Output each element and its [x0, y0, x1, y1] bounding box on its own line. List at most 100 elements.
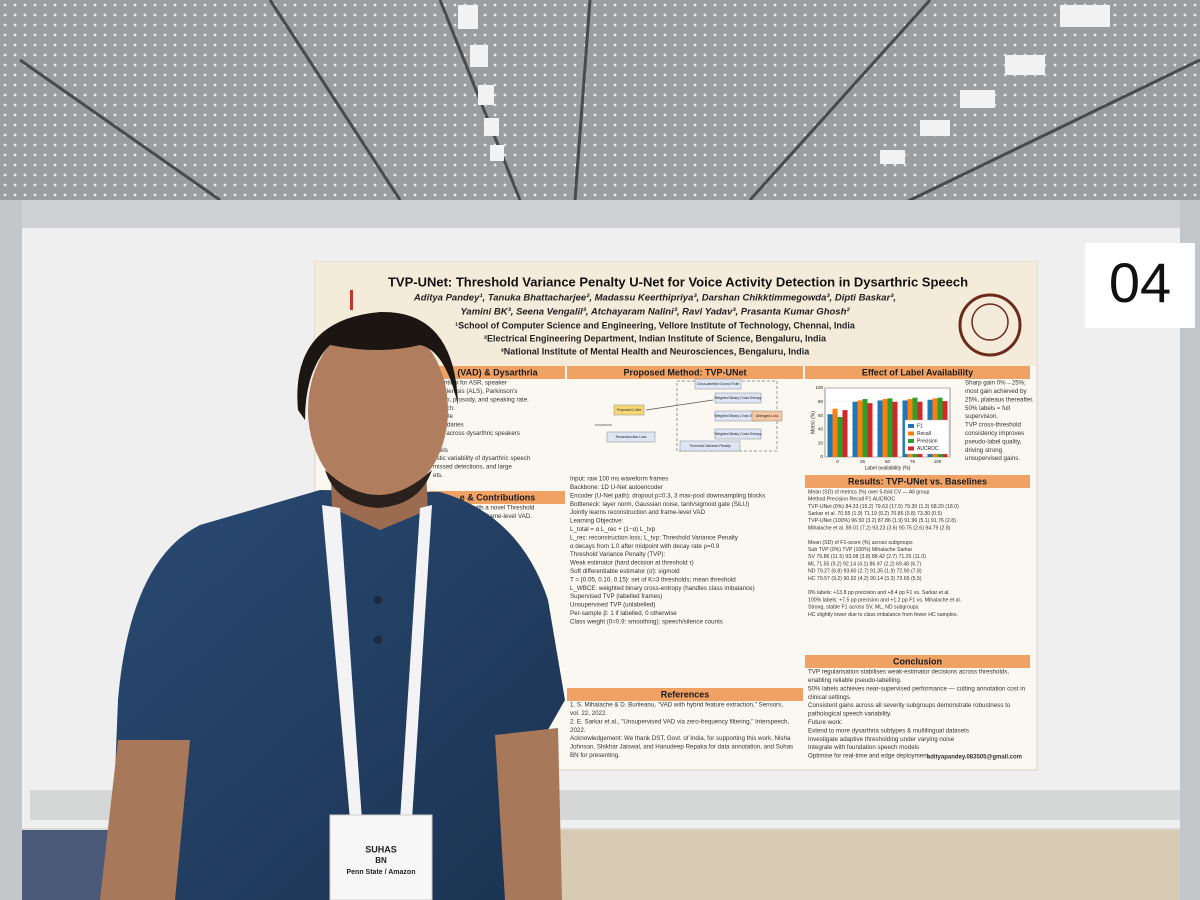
section-header-bar: [430, 366, 565, 379]
x-tick-label: 0: [836, 459, 839, 464]
section-line: L_rec: reconstruction loss; L_tvp: Thres…: [570, 534, 739, 541]
section-heading: e & Contributions: [460, 492, 536, 502]
ceiling-lights: [458, 5, 1110, 164]
section-line: 1. S. Mihalache & D. Burileanu, "VAD wit…: [570, 702, 783, 709]
badge-name: SUHAS: [365, 844, 397, 854]
section-line: SV 79.86 (11.5) 93.08 (3.8) 88.42 (2.7) …: [808, 554, 926, 560]
poster-title: TVP-UNet: Threshold Variance Penalty U-N…: [388, 274, 968, 289]
section-line: Input: raw 100 ms waveform frames: [570, 476, 668, 483]
legend-swatch: [908, 431, 914, 436]
section-line: TVP-UNet (100%) 96.50 (3.2) 87.86 (1.9) …: [808, 518, 956, 524]
diagram-label: Reconstruction Loss: [616, 435, 647, 439]
section-line: TVP cross-threshold: [965, 422, 1021, 429]
hair: [297, 311, 458, 420]
affiliation: ³National Institute of Mental Health and…: [501, 346, 811, 356]
section-header-bar: [567, 366, 803, 379]
section-line: pseudo-label quality,: [965, 438, 1022, 445]
badge-org: Penn State / Amazon: [347, 869, 416, 876]
presenter: SUHAS BN Penn State / Amazon: [100, 311, 565, 900]
diagram-box: [714, 428, 762, 440]
section-line: missed detections, and large: [433, 464, 512, 471]
diagram-label: Weighted Binary Cross Entropy: [714, 432, 762, 436]
section-line: Sarkar et al. 70.55 (1.9) 71.19 (0.2) 70…: [808, 511, 942, 517]
legend-swatch: [908, 446, 914, 451]
arm: [495, 728, 562, 900]
y-tick-label: 0: [820, 454, 823, 459]
section-line: Extend to more dysarthria subtypes & mul…: [808, 727, 969, 734]
bar: [852, 401, 858, 457]
y-tick-label: 80: [818, 399, 824, 404]
section-line: most gain achieved by: [965, 388, 1027, 395]
section-header-bar: [805, 366, 1030, 379]
section-line: Encoder (U-Net path): dropout p=0.3, 3 m…: [570, 492, 765, 499]
section-line: enabling reliable pseudo-labelling.: [808, 677, 902, 684]
section-line: vol. 22, 2022.: [570, 710, 607, 717]
board-post: [0, 200, 22, 900]
ceiling: [0, 0, 1200, 215]
section-line: Class weight (0=0.9: smoothing): speech/…: [570, 618, 723, 625]
section-line: Bottleneck: layer norm, Gaussian noise, …: [570, 501, 749, 508]
bar: [837, 416, 843, 457]
beard: [325, 470, 432, 508]
section-line: Weak estimator (hard decision at thresho…: [570, 560, 694, 567]
bar: [892, 401, 898, 457]
section-heading: (VAD) & Dysarthria: [457, 367, 538, 377]
shirt: [110, 490, 565, 900]
bar: [827, 414, 833, 457]
section-line: ross across dysarthric speakers: [433, 430, 520, 437]
section-line: 50% labels achieves near-supervised perf…: [808, 685, 1026, 692]
section-line: t autoencoder with a novel Threshold: [433, 505, 535, 512]
section-line: Strong, stable F1 across SV, ML, ND subg…: [808, 605, 920, 611]
section-line: — critical for ASR, speaker: [433, 380, 507, 387]
section-line: Future work:: [808, 719, 843, 726]
section-line: Mean (SD) of F1-score (%) across subgrou…: [808, 540, 913, 546]
section-line: 2. E. Sarkar et al., "Unsupervised VAD v…: [570, 718, 790, 725]
section-line: ML 71.55 (9.2) 92.14 (4.1) 86.97 (2.2) 6…: [808, 561, 921, 567]
legend-swatch: [908, 424, 914, 428]
section-line: ustic variability of dysarthric speech: [433, 455, 531, 462]
section-line: Supervised TVP (labelled frames): [570, 593, 662, 600]
section-line: TVP regularisation stabilises weak-estim…: [808, 669, 1009, 676]
section-line: Sub TVP (0%) TVP (100%) Mihalache Sarkar: [808, 547, 913, 553]
face: [308, 320, 448, 500]
bar: [867, 403, 873, 457]
section-line: TVP-UNet (0%) 84.33 (15.2) 79.63 (17.5) …: [808, 504, 959, 510]
section-line: Sharp gain 0%→25%;: [965, 380, 1026, 387]
board-frame: [10, 200, 1195, 230]
author-line: Yamini BK³, Seena Vengalil³, Atchayaram …: [460, 307, 850, 318]
section-line: Johnson, Shikhar Jaiswal, and Hanudeep R…: [570, 744, 793, 751]
section-line: ND 79.27 (6.8) 93.60 (2.7) 91.35 (1.9) 7…: [808, 569, 922, 575]
section-line: Method Precision Recall F1 AUCROC: [808, 497, 895, 503]
bar: [832, 408, 838, 457]
author-line: Aditya Pandey¹, Tanuka Bhattacharjee², M…: [413, 293, 896, 304]
section-line: Threshold Variance Penalty (TVP):: [570, 551, 665, 558]
diagram-box: [679, 440, 741, 452]
section-line: Investigate adaptive thresholding under …: [808, 736, 955, 743]
x-tick-label: 25: [860, 459, 866, 464]
section-line: Mihalache et al. 89.01 (7.2) 93.23 (3.6)…: [808, 525, 951, 531]
shirt-button: [374, 636, 382, 644]
section-line: Soft differentiable estimator (σ): sigmo…: [570, 568, 680, 575]
diagram-box: [694, 378, 742, 390]
legend-label: AUCROC: [917, 446, 939, 452]
bar: [842, 410, 848, 457]
section-line: Acknowledgement: We thank DST, Govt. of …: [570, 735, 791, 742]
section-line: sation, prosody, and speaking rate.: [433, 396, 529, 403]
legend-label: F1: [917, 423, 923, 429]
section-line: Per-sample β: 1 if labelled, 0 otherwise: [570, 610, 677, 617]
section-line: 25%, plateaus thereafter.: [965, 396, 1034, 403]
section-header-bar: [805, 475, 1030, 488]
section-line: Learning Objective:: [570, 518, 624, 525]
number-card: [1085, 243, 1195, 328]
diagram-label: Threshold Variance Penalty: [689, 444, 731, 448]
section-line: Backbone: 1D U-Net autoencoder: [570, 484, 663, 491]
institute-logo: [958, 293, 1022, 357]
bar: [857, 400, 863, 457]
section-line: L_total = α L_rec + (1−α) L_tvp: [570, 526, 656, 533]
bar: [887, 398, 893, 457]
y-axis-label: Metric (%): [810, 411, 816, 434]
section-line: Mean (SD) of metrics (%) over 5-fold CV …: [808, 489, 929, 495]
section-line: Optimise for real-time and edge deployme…: [808, 753, 929, 760]
section-line: pathological speech variability.: [808, 711, 892, 718]
